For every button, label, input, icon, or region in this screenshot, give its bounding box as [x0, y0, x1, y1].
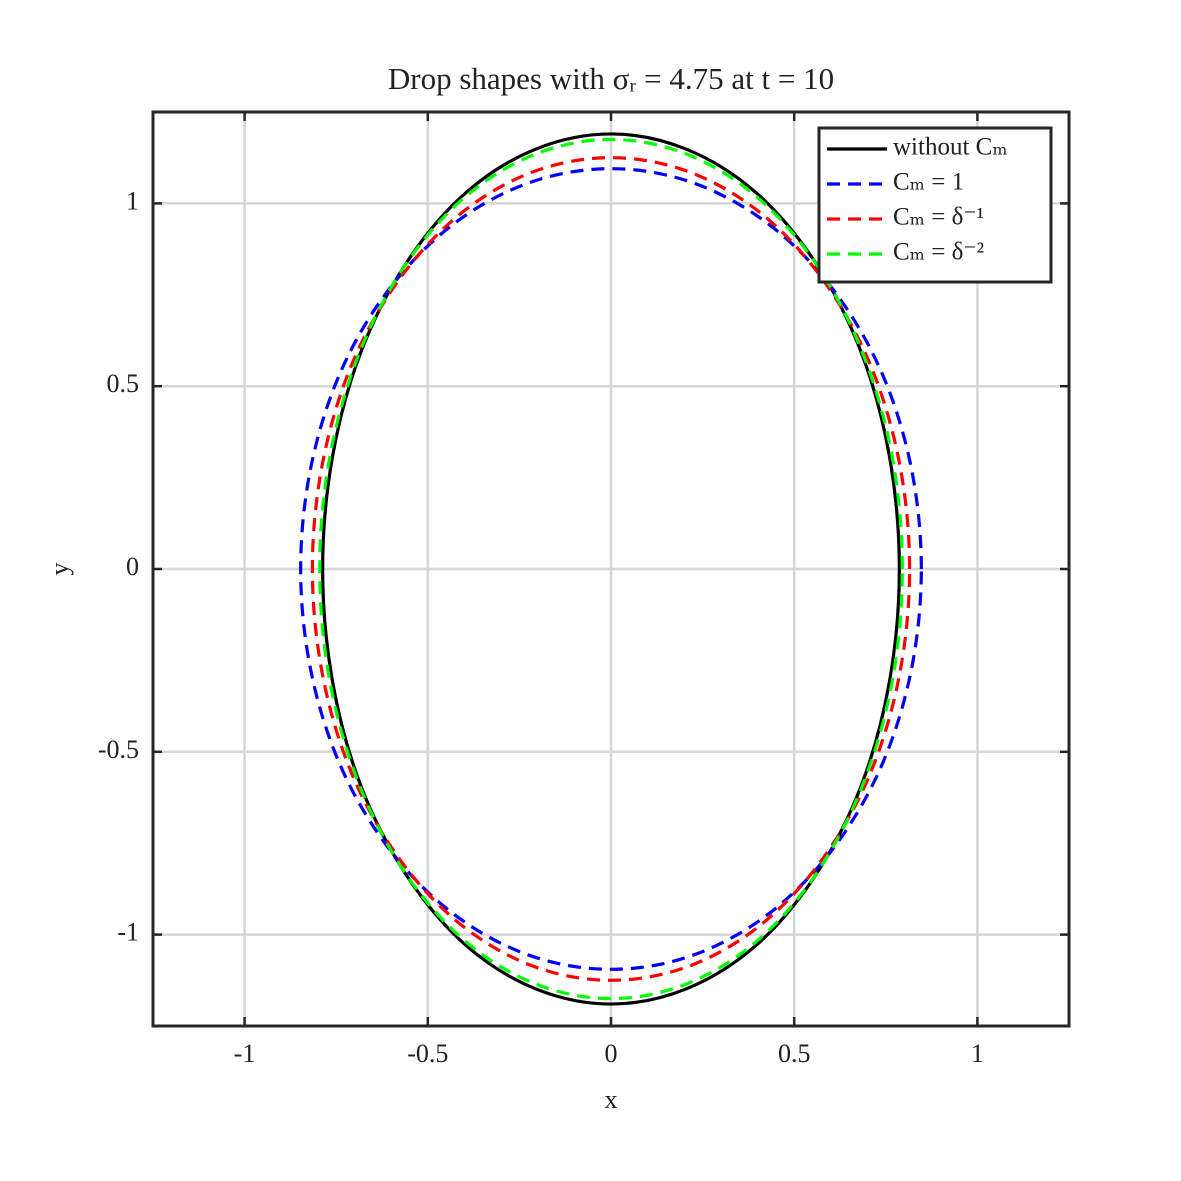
y-axis-label: y: [45, 563, 74, 576]
y-tick-label: 1: [126, 186, 139, 215]
series-line: [318, 137, 904, 1001]
series-line: [310, 156, 912, 982]
x-tick-label: 1: [971, 1039, 984, 1068]
x-tick-label: -1: [234, 1039, 256, 1068]
legend-label: Cₘ = δ⁻¹: [893, 204, 984, 231]
x-tick-label: 0: [605, 1039, 618, 1068]
x-tick-label: -0.5: [407, 1039, 448, 1068]
y-tick-label: 0.5: [107, 369, 140, 398]
y-tick-label: -0.5: [98, 735, 139, 764]
x-tick-label: 0.5: [778, 1039, 811, 1068]
series-line: [299, 167, 923, 971]
axes-box: [151, 110, 1071, 1028]
y-tick-label: 0: [126, 552, 139, 581]
x-axis-label: x: [605, 1085, 618, 1114]
chart-title: Drop shapes with σᵣ = 4.75 at t = 10: [388, 61, 834, 96]
legend: without Cₘ Cₘ = 1 Cₘ = δ⁻¹ Cₘ = δ⁻²: [817, 126, 1053, 284]
legend-box: [817, 126, 1053, 284]
legend-label: Cₘ = δ⁻²: [893, 239, 984, 266]
legend-label: Cₘ = 1: [893, 169, 964, 196]
y-tick-label: -1: [117, 918, 139, 947]
series-line: [321, 132, 901, 1006]
legend-label: without Cₘ: [893, 134, 1008, 161]
